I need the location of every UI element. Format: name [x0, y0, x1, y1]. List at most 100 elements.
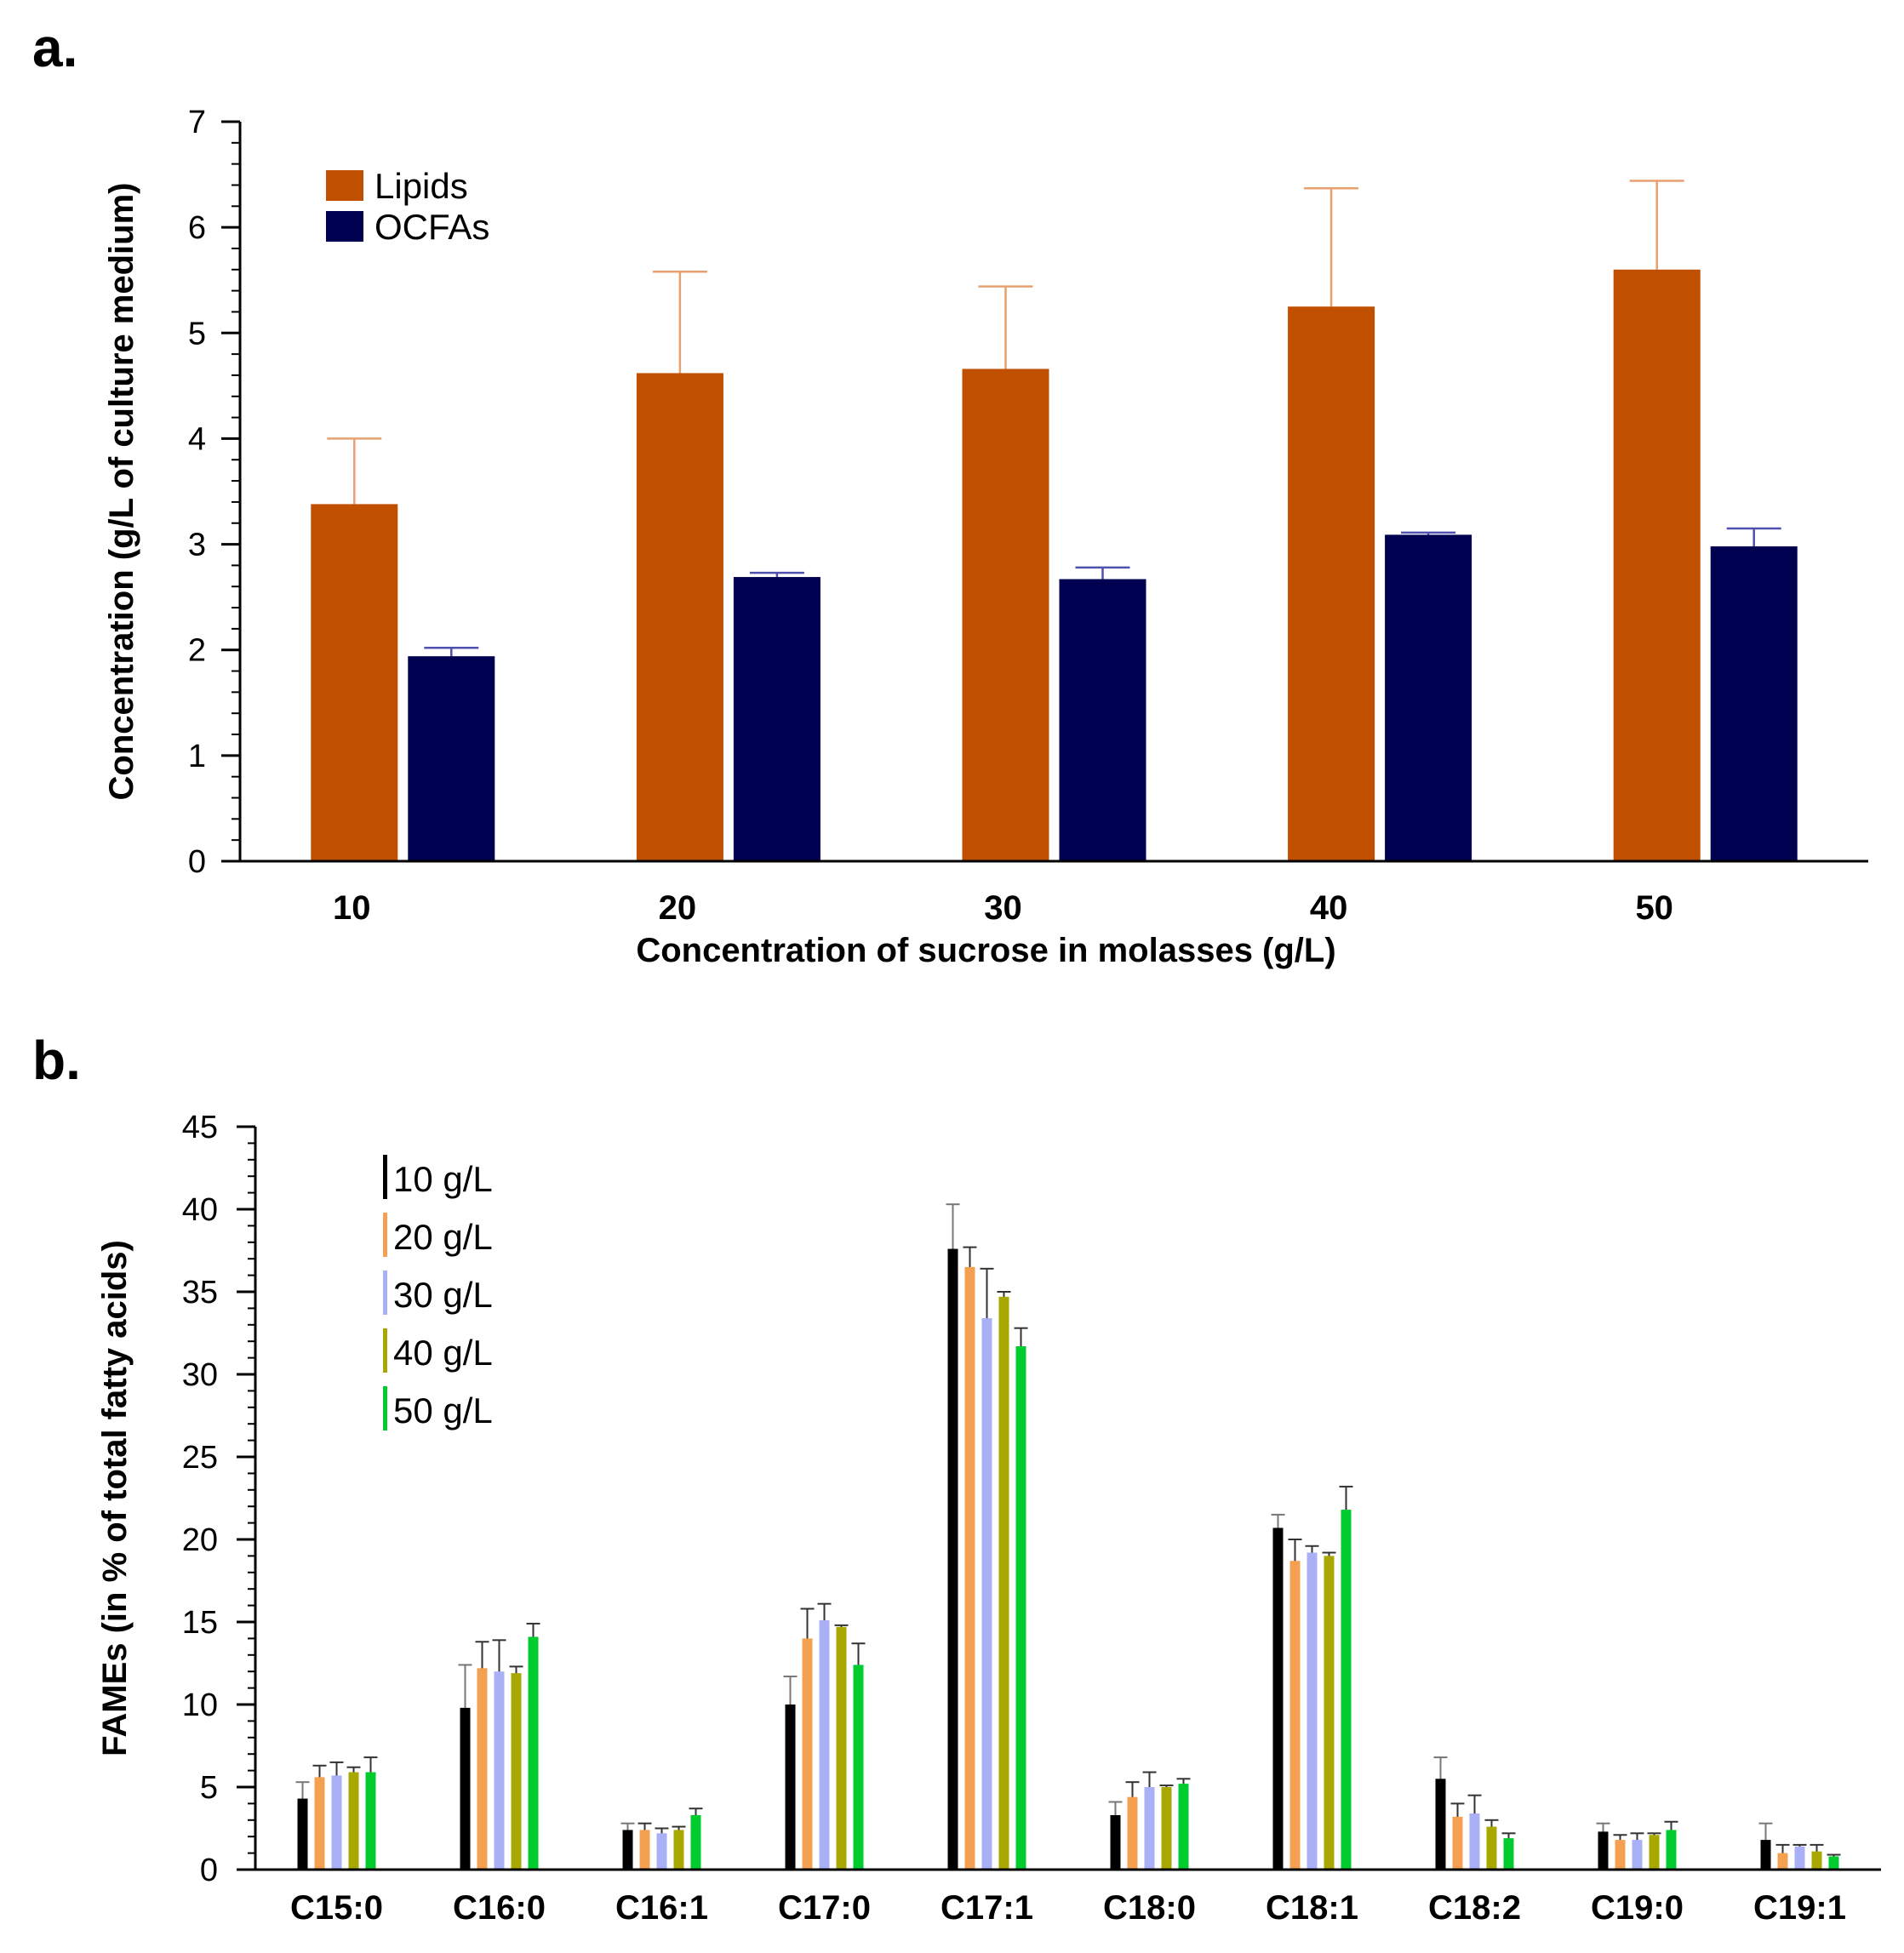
chart-a: a. 0 1 2 3 4 5 6 7 10 20 30 40 50 Concentration of suc… — [32, 17, 1868, 969]
bar-30gl-C19-1 — [1794, 1846, 1805, 1870]
bar-ocfas-20 — [733, 577, 820, 861]
y-tick-label: 25 — [182, 1440, 218, 1476]
bar-lipids-30 — [962, 368, 1049, 862]
legend-label: 50 g/L — [393, 1391, 493, 1430]
legend-label-lipids: Lipids — [375, 166, 468, 206]
y-tick-label: 1 — [188, 739, 206, 774]
x-tick-label: C17:0 — [778, 1889, 871, 1927]
y-tick-label: 30 — [182, 1357, 218, 1393]
y-tick-label: 5 — [200, 1770, 218, 1806]
bar-40gl-C19-1 — [1811, 1851, 1822, 1870]
bar-10gl-C16-0 — [460, 1707, 471, 1870]
x-tick-label: C19:0 — [1591, 1889, 1684, 1927]
bar-40gl-C17-1 — [998, 1296, 1009, 1870]
bar-30gl-C17-0 — [819, 1620, 830, 1870]
bar-20gl-C15-0 — [314, 1777, 325, 1870]
legend-swatch-40gl — [383, 1328, 387, 1373]
y-tick-label: 40 — [182, 1192, 218, 1228]
bar-20gl-C18-1 — [1289, 1561, 1301, 1870]
y-tick-label: 45 — [182, 1110, 218, 1145]
bar-40gl-C17-0 — [836, 1626, 847, 1870]
legend-label: 30 g/L — [393, 1275, 493, 1315]
bar-20gl-C19-0 — [1615, 1840, 1626, 1870]
y-tick-label: 7 — [188, 105, 206, 140]
legend-label: 10 g/L — [393, 1159, 493, 1199]
bar-40gl-C18-1 — [1324, 1556, 1335, 1870]
x-tick-label: C19:1 — [1753, 1889, 1846, 1927]
y-tick-label: 10 — [182, 1687, 218, 1723]
bar-10gl-C17-0 — [785, 1705, 796, 1870]
x-tick-label: 50 — [1635, 889, 1673, 927]
bar-50gl-C17-1 — [1015, 1346, 1026, 1870]
x-tick-label: 30 — [984, 889, 1022, 927]
bar-lipids-40 — [1288, 306, 1375, 861]
legend-label: 20 g/L — [393, 1217, 493, 1257]
y-axis-title: Concentration (g/L of culture medium) — [103, 183, 140, 801]
y-tick-label: 2 — [188, 633, 206, 669]
y-tick-label: 5 — [188, 316, 206, 351]
x-tick-label: 40 — [1310, 889, 1348, 927]
y-tick-label: 0 — [200, 1853, 218, 1888]
bar-30gl-C18-1 — [1306, 1552, 1318, 1870]
y-tick-label: 15 — [182, 1605, 218, 1641]
bar-10gl-C19-0 — [1598, 1831, 1609, 1870]
bar-50gl-C17-0 — [853, 1665, 864, 1870]
bar-10gl-C18-1 — [1272, 1528, 1284, 1870]
bar-40gl-C15-0 — [348, 1772, 359, 1870]
bar-50gl-C18-0 — [1178, 1784, 1189, 1870]
legend-swatch-lipids — [326, 170, 363, 201]
bar-30gl-C18-0 — [1144, 1787, 1155, 1870]
bar-50gl-C18-2 — [1503, 1838, 1514, 1870]
bar-30gl-C19-0 — [1632, 1840, 1643, 1870]
bar-20gl-C16-0 — [477, 1668, 488, 1870]
x-tick-label: C16:0 — [453, 1889, 546, 1927]
bar-50gl-C19-1 — [1828, 1856, 1839, 1870]
bar-50gl-C16-1 — [690, 1814, 701, 1870]
y-tick-label: 3 — [188, 528, 206, 563]
x-tick-label: C17:1 — [941, 1889, 1033, 1927]
bar-40gl-C18-2 — [1486, 1826, 1497, 1870]
bar-ocfas-50 — [1710, 546, 1798, 861]
x-tick-label: C18:1 — [1266, 1889, 1358, 1927]
bar-50gl-C19-0 — [1666, 1830, 1677, 1870]
bar-40gl-C16-0 — [511, 1673, 522, 1870]
chart-b: b. 0 5 10 15 20 25 30 35 40 45 C15:0 C16:0 C16:1 C17:0… — [32, 1030, 1881, 1927]
bar-20gl-C18-0 — [1127, 1796, 1138, 1870]
bar-ocfas-30 — [1059, 579, 1146, 861]
bar-30gl-C16-1 — [656, 1833, 667, 1870]
bar-ocfas-40 — [1385, 534, 1472, 861]
legend-swatch-ocfas — [326, 211, 363, 242]
bar-10gl-C18-2 — [1435, 1779, 1446, 1870]
bar-20gl-C17-0 — [802, 1638, 813, 1870]
bar-50gl-C16-0 — [528, 1636, 539, 1870]
bar-lipids-20 — [636, 373, 723, 862]
bar-10gl-C18-0 — [1110, 1814, 1121, 1870]
x-axis-title: Concentration of sucrose in molasses (g/… — [636, 932, 1335, 969]
x-tick-label: 20 — [659, 889, 697, 927]
bar-30gl-C17-1 — [981, 1318, 992, 1870]
legend-swatch-20gl — [383, 1213, 387, 1257]
bar-30gl-C18-2 — [1469, 1813, 1480, 1870]
legend-label-ocfas: OCFAs — [375, 207, 489, 247]
bar-10gl-C15-0 — [297, 1798, 308, 1870]
x-tick-label: C18:0 — [1103, 1889, 1196, 1927]
panel-a-label: a. — [32, 17, 77, 78]
y-tick-label: 6 — [188, 210, 206, 246]
bar-10gl-C17-1 — [947, 1248, 958, 1870]
bar-50gl-C15-0 — [365, 1772, 376, 1870]
x-tick-label: C15:0 — [290, 1889, 383, 1927]
y-tick-label: 20 — [182, 1522, 218, 1558]
bar-lipids-50 — [1613, 269, 1701, 861]
bar-20gl-C18-2 — [1452, 1816, 1463, 1870]
bar-20gl-C16-1 — [639, 1830, 650, 1870]
bar-10gl-C16-1 — [622, 1830, 633, 1870]
y-axis-title: FAMEs (in % of total fatty acids) — [96, 1240, 134, 1756]
bar-ocfas-10 — [408, 656, 495, 861]
legend-swatch-30gl — [383, 1271, 387, 1315]
bar-40gl-C18-0 — [1161, 1787, 1172, 1870]
bar-20gl-C17-1 — [964, 1266, 975, 1870]
x-tick-label: C16:1 — [615, 1889, 708, 1927]
legend-swatch-50gl — [383, 1386, 387, 1430]
bar-30gl-C16-0 — [494, 1671, 505, 1870]
